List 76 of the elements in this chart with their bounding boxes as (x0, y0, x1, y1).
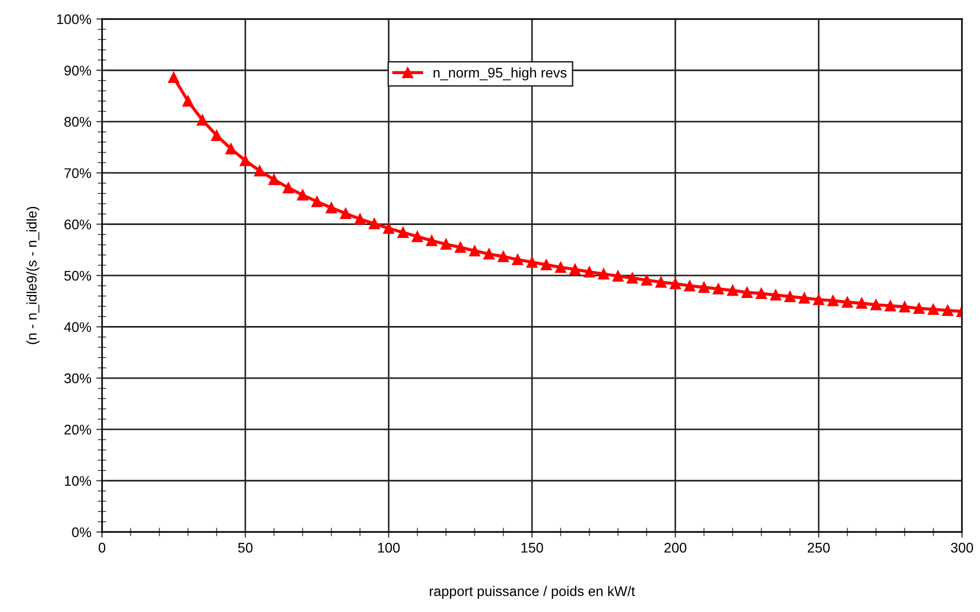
point (870, 299, 882, 310)
point (899, 301, 910, 312)
point (440, 238, 452, 250)
point (282, 182, 294, 194)
point (798, 292, 810, 304)
point (469, 245, 480, 256)
point (698, 282, 710, 293)
x-tick-label: 250 (808, 542, 830, 553)
point (412, 230, 423, 242)
point (498, 250, 509, 262)
point (311, 196, 323, 208)
point (326, 202, 337, 214)
x-tick-label: 50 (238, 542, 253, 553)
point (612, 270, 624, 282)
point (240, 155, 251, 166)
y-tick-label: 80% (64, 116, 92, 127)
x-tick-label: 0 (98, 542, 106, 553)
point (182, 96, 194, 107)
point (483, 248, 495, 260)
point (526, 256, 538, 268)
x-axis-title: rapport puissance / poids en kW/t (430, 586, 635, 599)
y-tick-label: 10% (64, 476, 92, 486)
point (655, 276, 667, 288)
point (727, 284, 738, 296)
point (454, 242, 466, 253)
point (626, 272, 638, 284)
point (555, 262, 566, 273)
point (268, 174, 280, 186)
point (211, 130, 222, 142)
point (756, 288, 767, 300)
point (512, 254, 524, 266)
y-tick-label: 40% (64, 322, 92, 332)
point (784, 290, 796, 302)
point (254, 165, 266, 176)
x-tick-label: 150 (521, 542, 544, 553)
point (641, 274, 652, 286)
point (368, 218, 380, 230)
point (569, 264, 581, 275)
point (712, 283, 724, 294)
point (196, 114, 208, 126)
y-tick-label: 0% (72, 527, 92, 538)
point (813, 294, 824, 306)
x-tick-label: 200 (664, 542, 686, 553)
point (928, 304, 939, 315)
point (684, 280, 696, 292)
point (584, 266, 595, 278)
point (770, 289, 782, 301)
y-axis-title: (n - n_idle9/(s - n_idle) (26, 206, 40, 344)
x-tick-label: 100 (378, 542, 400, 553)
point (827, 295, 839, 306)
x-tick-label: 300 (950, 542, 974, 553)
point (598, 268, 610, 280)
y-tick-label: 90% (64, 66, 92, 76)
y-tick-label: 60% (64, 220, 92, 230)
point (168, 72, 180, 84)
y-tick-label: 20% (64, 424, 92, 435)
point (397, 226, 409, 238)
point (884, 300, 896, 312)
legend-label: n_norm_95_high revs (434, 67, 567, 80)
point (225, 143, 237, 154)
y-tick-label: 70% (64, 168, 92, 178)
point (383, 222, 394, 234)
point (340, 208, 352, 219)
y-tick-label: 50% (64, 270, 92, 281)
point (913, 302, 925, 314)
point (856, 298, 868, 309)
point (354, 214, 366, 225)
point (842, 296, 853, 308)
point (540, 259, 552, 270)
point (297, 189, 308, 201)
y-tick-label: 30% (64, 373, 92, 384)
point (942, 304, 954, 316)
point (426, 235, 438, 246)
point (670, 278, 681, 290)
y-tick-label: 100% (57, 14, 92, 24)
point (741, 286, 753, 298)
